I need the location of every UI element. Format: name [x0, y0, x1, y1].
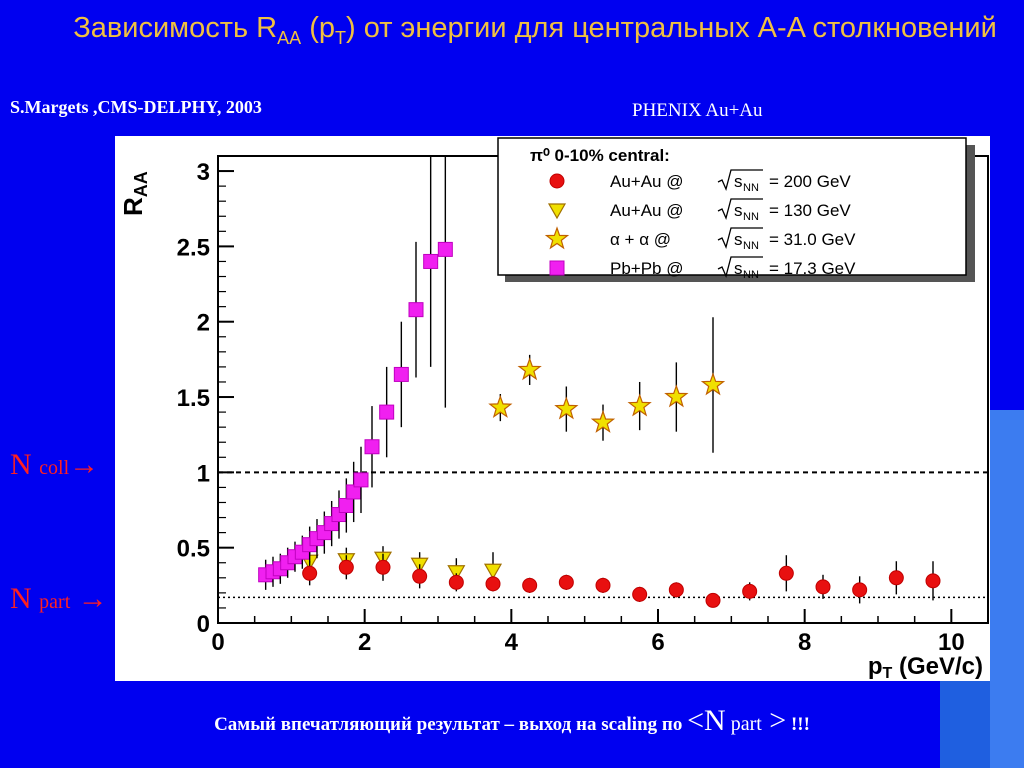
data-point	[423, 253, 439, 269]
x-tick-label: 8	[798, 629, 811, 656]
data-point	[364, 439, 380, 455]
data-point	[483, 563, 503, 580]
x-tick-label: 0	[211, 629, 224, 656]
legend-system: α + α @	[610, 230, 671, 249]
data-point	[627, 393, 652, 417]
legend-energy: = 200 GeV	[769, 172, 851, 191]
sqrt-sign	[717, 256, 763, 278]
data-point	[485, 576, 501, 592]
x-tick-label: 4	[505, 629, 519, 656]
series-circle	[302, 553, 941, 608]
data-point	[338, 559, 354, 575]
y-axis-label: RAA	[118, 171, 151, 216]
legend-sqrt: s NN	[717, 169, 763, 194]
legend-marker	[549, 173, 565, 189]
bottom-caption: Самый впечатляющий результат – выход на …	[214, 704, 810, 737]
y-tick-label: 1	[197, 460, 210, 487]
x-tick-label: 10	[938, 629, 965, 656]
data-point	[742, 583, 758, 599]
data-point	[375, 559, 391, 575]
legend-sqrt-s: s	[734, 230, 743, 249]
data-point	[700, 372, 726, 396]
legend-sqrt-nn: NN	[743, 211, 759, 223]
data-point	[705, 592, 721, 608]
data-point	[408, 302, 424, 318]
legend-sqrt: s NN	[717, 256, 763, 281]
n-coll-label: N coll→	[10, 448, 100, 481]
x-axis-label: pT (GeV/c)	[868, 653, 983, 681]
legend-energy: = 17.3 GeV	[769, 259, 856, 278]
legend-marker	[549, 260, 565, 276]
data-point	[379, 404, 395, 420]
legend-system: Au+Au @	[610, 172, 684, 191]
data-point	[522, 577, 538, 593]
data-point	[517, 357, 542, 381]
y-tick-label: 0	[197, 611, 210, 638]
data-point	[448, 574, 464, 590]
sqrt-sign	[717, 198, 763, 220]
data-point	[338, 497, 354, 513]
legend-energy: = 31.0 GeV	[769, 230, 856, 249]
legend-sqrt-nn: NN	[743, 269, 759, 281]
data-point	[852, 582, 868, 598]
raa-plot: 0 2 4 6 8 10 0 0.5 1 1.5 2 2.5 3 pT (GeV/c) RAA π⁰ 0-10…	[115, 136, 990, 681]
legend-sqrt-s: s	[734, 259, 743, 278]
data-point	[393, 366, 409, 382]
y-tick-label: 1.5	[177, 385, 210, 412]
n-part-label: N part →	[10, 582, 108, 615]
legend-system: Pb+Pb @	[610, 259, 684, 278]
legend-sqrt-nn: NN	[743, 240, 759, 252]
data-point	[488, 394, 513, 418]
data-point	[668, 582, 684, 598]
data-point	[412, 568, 428, 584]
series-triangle-down	[300, 546, 503, 589]
legend-sqrt-s: s	[734, 201, 743, 220]
data-point	[437, 241, 453, 257]
y-tick-label: 2	[197, 310, 210, 337]
phenix-label: PHENIX Au+Au	[632, 100, 763, 121]
legend-sqrt-s: s	[734, 172, 743, 191]
legend-box	[497, 137, 967, 276]
slide-title: Зависимость RAA (pT) от энергии для цент…	[73, 12, 997, 48]
legend-header: π⁰ 0-10% central:	[530, 146, 670, 165]
legend-system: Au+Au @	[610, 201, 684, 220]
data-point	[595, 577, 611, 593]
legend: π⁰ 0-10% central:Au+Au @ s NN = 200 GeVAu+A…	[497, 137, 975, 282]
data-point	[778, 565, 794, 581]
data-point	[815, 579, 831, 595]
series-star	[488, 317, 726, 453]
data-point	[590, 409, 616, 433]
data-point	[554, 396, 579, 420]
legend-energy: = 130 GeV	[769, 201, 851, 220]
data-point	[632, 586, 648, 602]
sqrt-sign	[717, 227, 763, 249]
legend-sqrt: s NN	[717, 198, 763, 223]
author-label: S.Margets ,CMS-DELPHY, 2003	[10, 97, 262, 117]
data-point	[558, 574, 574, 590]
data-point	[447, 565, 466, 581]
legend-marker	[544, 226, 570, 250]
sqrt-sign	[717, 169, 763, 191]
data-point	[353, 472, 369, 488]
x-tick-label: 2	[358, 629, 371, 656]
y-tick-label: 2.5	[177, 234, 210, 261]
data-point	[664, 384, 689, 408]
raa-chart: 0 2 4 6 8 10 0 0.5 1 1.5 2 2.5 3 pT (GeV/c) RAA π⁰ 0-10…	[118, 137, 989, 681]
x-tick-label: 6	[651, 629, 664, 656]
series-square	[258, 156, 453, 590]
legend-sqrt: s NN	[717, 227, 763, 252]
data-point	[925, 573, 941, 589]
data-point	[302, 565, 318, 581]
data-point	[888, 570, 904, 586]
y-tick-label: 3	[197, 159, 210, 186]
legend-marker	[547, 203, 567, 220]
decorative-band-light	[990, 410, 1024, 768]
legend-sqrt-nn: NN	[743, 182, 759, 194]
y-tick-label: 0.5	[177, 536, 210, 563]
